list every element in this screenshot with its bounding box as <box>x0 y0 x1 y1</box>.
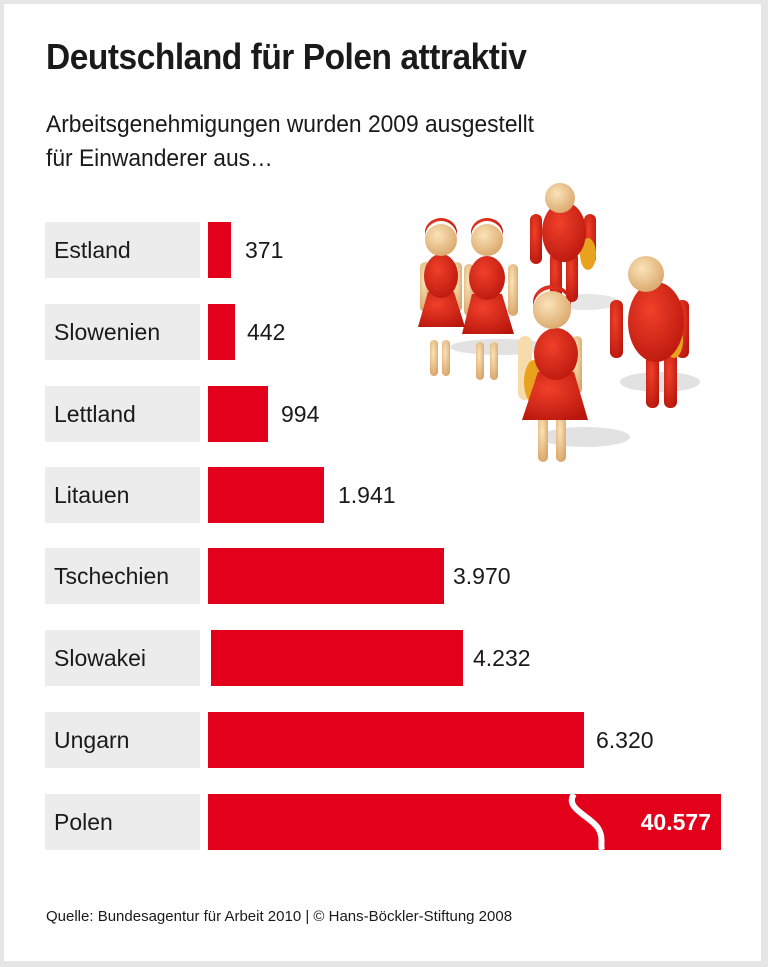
bar-value: 6.320 <box>596 726 654 753</box>
source-note: Quelle: Bundesagentur für Arbeit 2010 | … <box>46 908 513 925</box>
row-label: Slowakei <box>45 630 200 686</box>
row-label: Slowenien <box>45 304 200 360</box>
bar-value: 371 <box>245 236 284 263</box>
bar-value: 442 <box>247 318 286 345</box>
bar-row-slowenien: Slowenien 442 <box>0 304 768 360</box>
row-label: Tschechien <box>45 548 200 604</box>
row-label: Lettland <box>45 386 200 442</box>
bar-value: 4.232 <box>473 644 531 671</box>
row-label: Polen <box>45 794 200 850</box>
bar <box>211 630 463 686</box>
bar-row-ungarn: Ungarn 6.320 <box>0 712 768 768</box>
axis-break-icon <box>568 794 605 850</box>
bar-value: 994 <box>281 400 320 427</box>
bar-row-slowakei: Slowakei 4.232 <box>0 630 768 686</box>
bar <box>208 712 584 768</box>
bar-row-tschechien: Tschechien 3.970 <box>0 548 768 604</box>
bar <box>208 222 231 278</box>
subtitle-line-1: Arbeitsgenehmigungen wurden 2009 ausgest… <box>46 111 535 138</box>
row-label: Estland <box>45 222 200 278</box>
chart-title: Deutschland für Polen attraktiv <box>46 36 527 77</box>
bar-row-lettland: Lettland 994 <box>0 386 768 442</box>
bar <box>208 304 235 360</box>
bar-value: 3.970 <box>453 562 511 589</box>
bar-row-estland: Estland 371 <box>0 222 768 278</box>
bar-row-litauen: Litauen 1.941 <box>0 467 768 523</box>
bar-value: 1.941 <box>338 481 396 508</box>
row-label: Ungarn <box>45 712 200 768</box>
bar <box>208 794 721 850</box>
bar-row-polen: Polen 40.577 <box>0 794 768 850</box>
row-label: Litauen <box>45 467 200 523</box>
bar <box>208 548 444 604</box>
bar <box>208 467 324 523</box>
chart-subtitle: Arbeitsgenehmigungen wurden 2009 ausgest… <box>46 108 534 176</box>
bar-value: 40.577 <box>640 808 711 835</box>
bar <box>208 386 268 442</box>
subtitle-line-2: für Einwanderer aus… <box>46 145 273 172</box>
people-group-icon <box>418 183 700 462</box>
